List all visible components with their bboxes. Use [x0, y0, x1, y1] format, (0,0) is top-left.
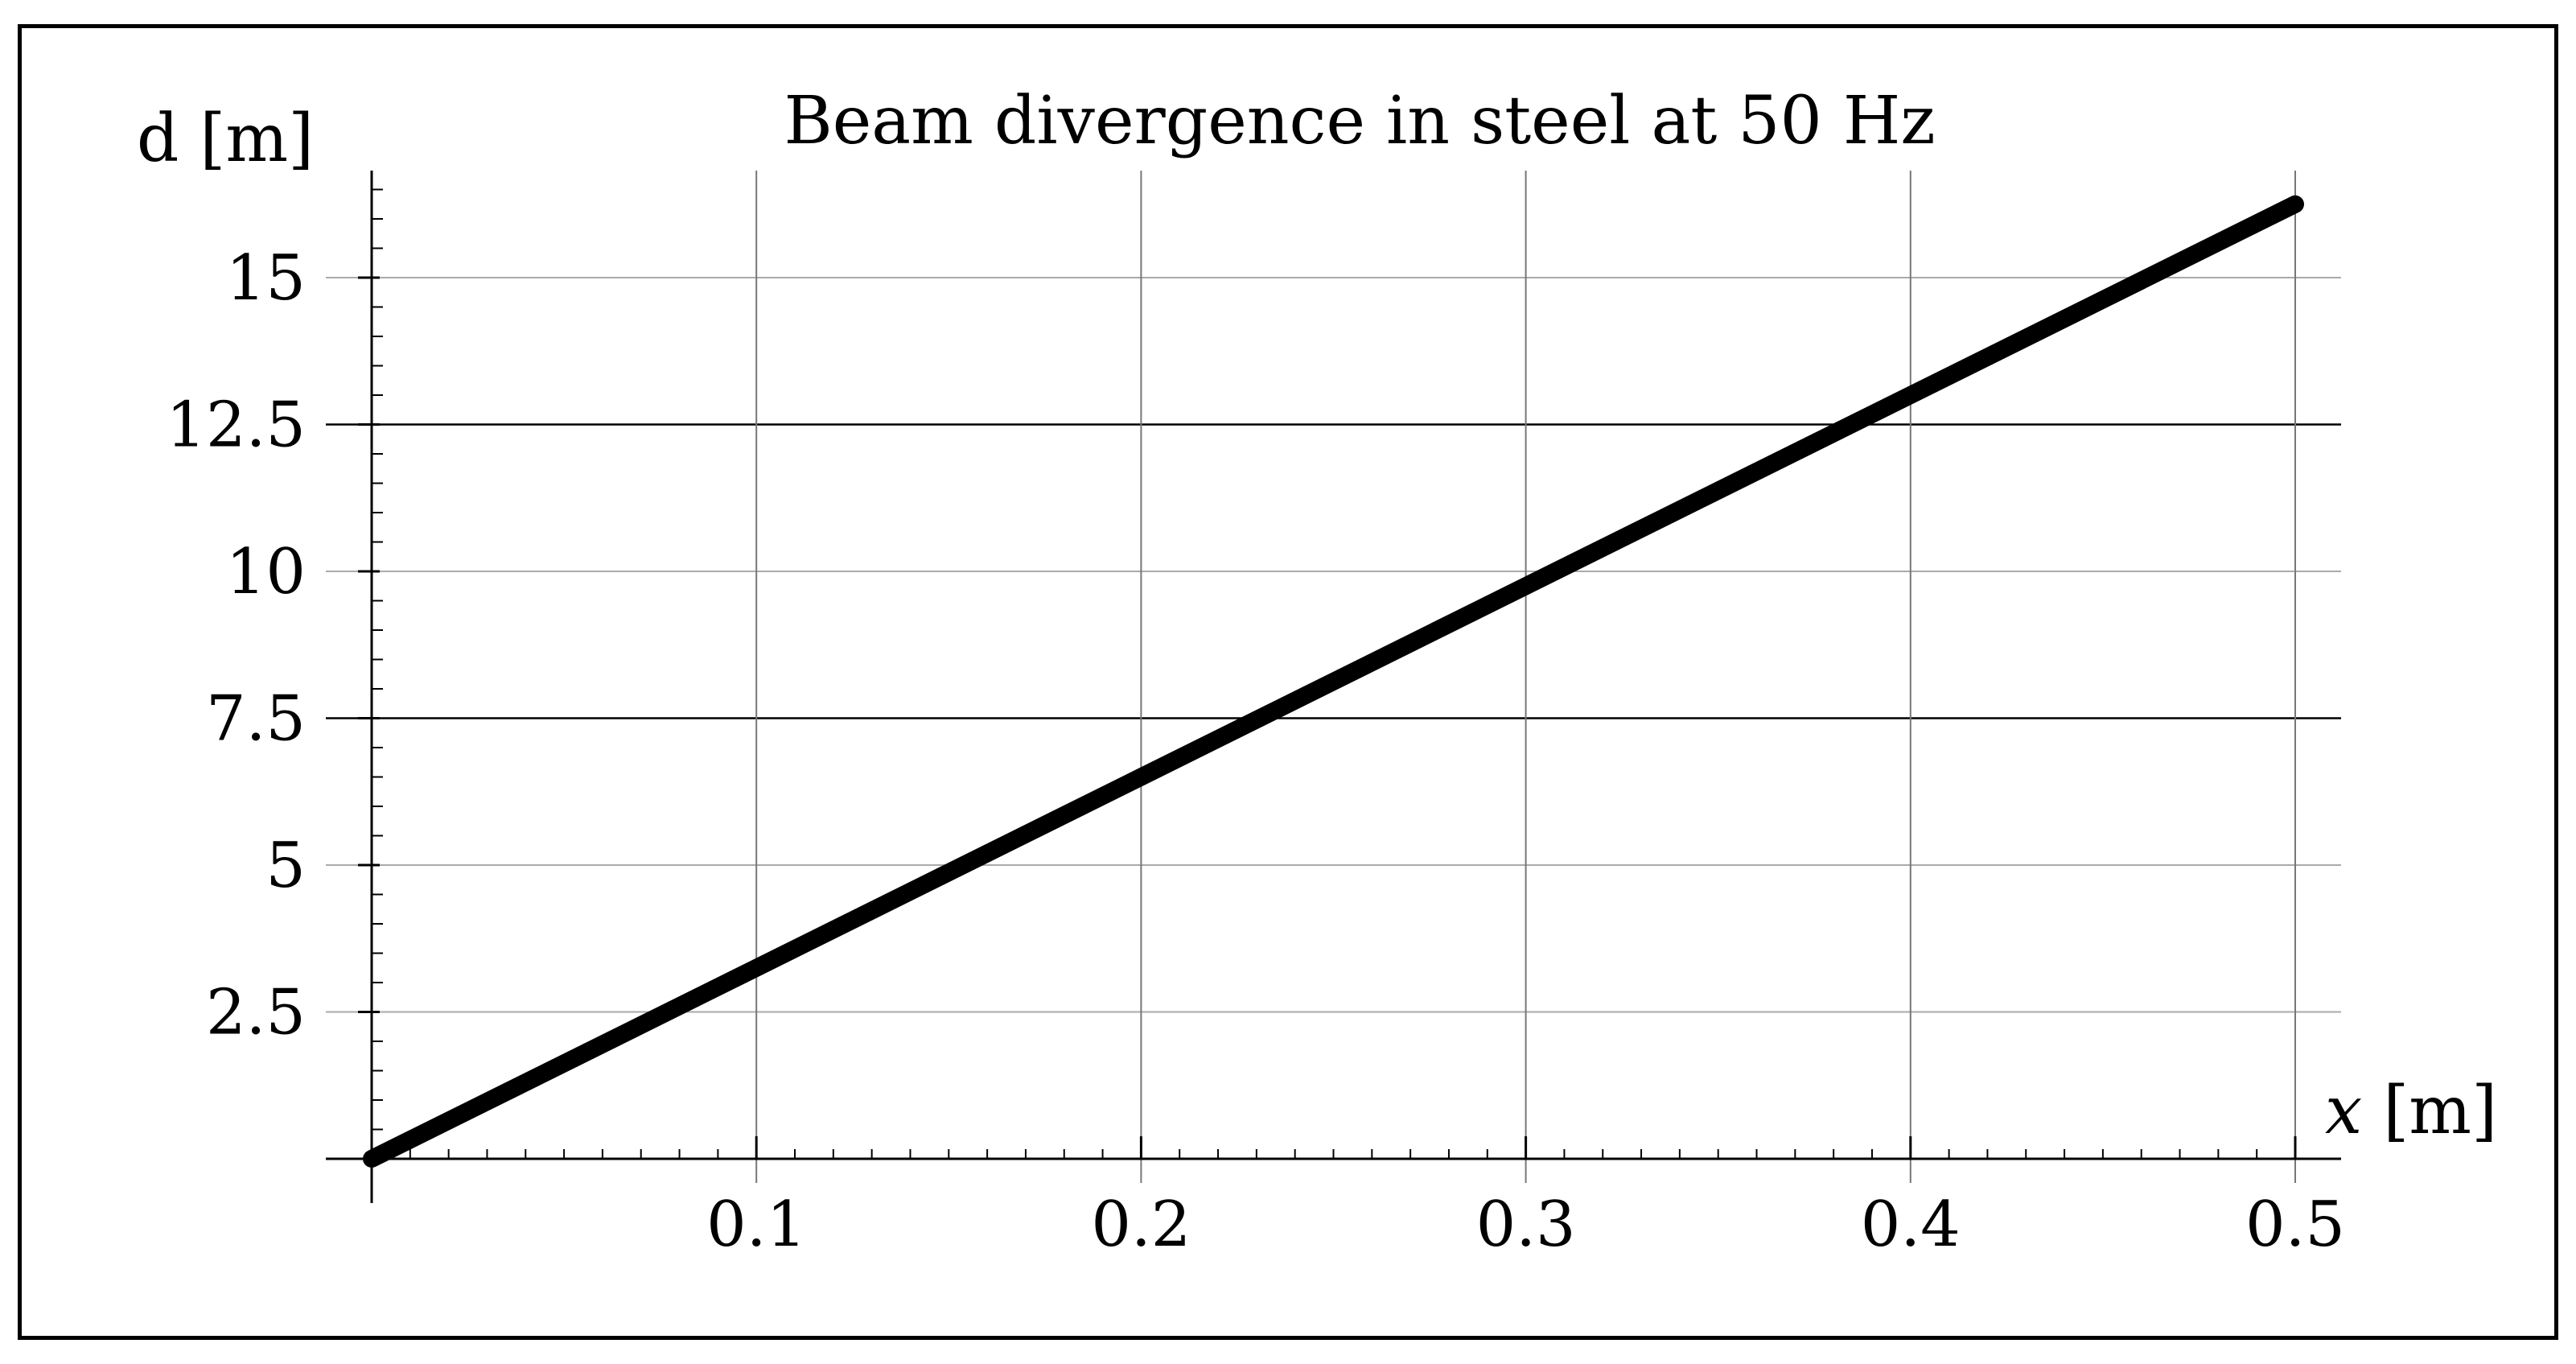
y-axis-label: d [m] [137, 101, 314, 177]
y-tick-label: 12.5 [166, 389, 306, 462]
x-axis-label: x [m] [2325, 1073, 2497, 1149]
y-tick-label: 2.5 [206, 977, 306, 1049]
series-line [363, 195, 2304, 1168]
y-tick-label: 15 [226, 242, 306, 315]
x-axis-variable: x [2325, 1073, 2362, 1149]
x-tick-label: 0.2 [1091, 1189, 1191, 1261]
minor-tick-layer [358, 188, 2297, 1159]
chart-title: Beam divergence in steel at 50 Hz [784, 83, 1935, 159]
x-tick-label: 0.4 [1861, 1189, 1961, 1261]
y-tick-label: 7.5 [206, 683, 306, 756]
series-layer [363, 195, 2304, 1168]
x-axis-unit: [m] [2362, 1073, 2497, 1149]
x-tick-label: 0.5 [2245, 1189, 2345, 1261]
x-tick-label: 0.1 [706, 1189, 806, 1261]
y-tick-label: 5 [265, 830, 306, 902]
x-tick-label: 0.3 [1476, 1189, 1576, 1261]
label-layer: Beam divergence in steel at 50 Hz d [m] … [137, 83, 2497, 1261]
y-tick-label: 10 [226, 536, 306, 608]
